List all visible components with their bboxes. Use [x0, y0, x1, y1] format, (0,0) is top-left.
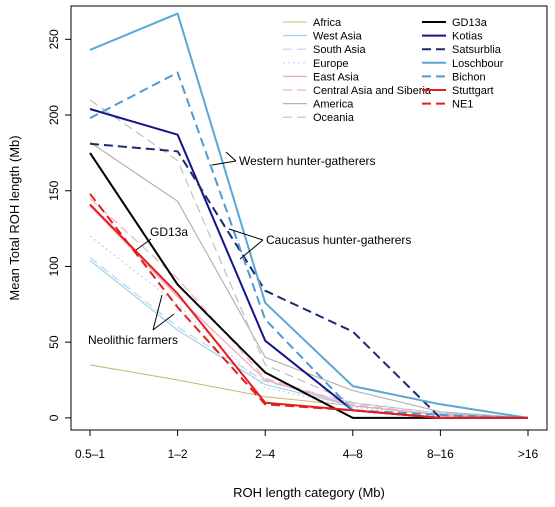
legend-label-south-asia: South Asia — [313, 44, 366, 56]
legend-label-satsurblia: Satsurblia — [452, 44, 502, 56]
annotation-pointer-caucasus — [239, 239, 264, 260]
annotation-pointer-western — [225, 151, 237, 162]
legend-label-america: America — [313, 99, 354, 111]
annotation-gd13a: GD13a — [150, 225, 188, 239]
y-tick-label: 100 — [47, 256, 61, 276]
series-line-satsurblia — [89, 142, 528, 419]
x-axis: 0.5–1 1–2 2–4 4–8 8–16 >16 — [75, 430, 539, 461]
plot-frame — [70, 5, 548, 431]
x-tick-label: 4–8 — [343, 447, 363, 461]
y-tick-label: 50 — [47, 335, 61, 349]
annotation-pointer-caucasus — [228, 228, 264, 241]
x-tick-label: 2–4 — [255, 447, 275, 461]
legend-label-stuttgart: Stuttgart — [452, 85, 494, 97]
legend-label-kotias: Kotias — [452, 31, 483, 43]
x-tick-label: 8–16 — [427, 447, 454, 461]
annotation-western: Western hunter-gatherers — [239, 154, 376, 168]
y-tick-label: 150 — [47, 180, 61, 200]
legend-label-central-asia-and-siberia: Central Asia and Siberia — [313, 85, 432, 97]
y-axis-title: Mean Total ROH length (Mb) — [7, 135, 22, 300]
legend-label-gd13a: GD13a — [452, 17, 488, 29]
legend-label-west-asia: West Asia — [313, 31, 363, 43]
annotations: Western hunter-gatherers Caucasus hunter-… — [88, 151, 411, 347]
legend-label-ne1: NE1 — [452, 99, 473, 111]
x-tick-label: 1–2 — [168, 447, 188, 461]
series-lines — [89, 12, 529, 419]
annotation-pointer-western — [211, 160, 237, 166]
annotation-pointer-gd13a — [135, 238, 152, 251]
legend-label-africa: Africa — [313, 17, 342, 29]
y-tick-label: 0 — [47, 414, 61, 421]
series-line-central-asia-and-siberia — [89, 197, 529, 419]
series-line-bichon — [89, 71, 529, 419]
legend-label-loschbour: Loschbour — [452, 58, 504, 70]
annotation-pointer-neolithic — [152, 294, 163, 331]
y-tick-label: 200 — [47, 105, 61, 125]
series-line-south-asia — [89, 256, 529, 419]
series-line-ne1 — [89, 193, 528, 419]
annotation-neolithic: Neolithic farmers — [88, 333, 178, 347]
legend-label-east-asia: East Asia — [313, 71, 360, 83]
y-axis: 0 50 100 150 200 250 — [47, 29, 71, 421]
series-line-loschbour — [89, 12, 529, 419]
annotation-pointer-neolithic — [152, 313, 175, 331]
annotation-caucasus: Caucasus hunter-gatherers — [266, 233, 411, 247]
legend-label-bichon: Bichon — [452, 71, 486, 83]
series-line-europe — [89, 235, 529, 419]
x-tick-label: 0.5–1 — [75, 447, 105, 461]
series-line-america — [89, 141, 529, 419]
x-axis-title: ROH length category (Mb) — [233, 485, 385, 500]
x-tick-label: >16 — [518, 447, 539, 461]
legend-label-europe: Europe — [313, 58, 348, 70]
y-tick-label: 250 — [47, 29, 61, 49]
legend-label-oceania: Oceania — [313, 112, 355, 124]
